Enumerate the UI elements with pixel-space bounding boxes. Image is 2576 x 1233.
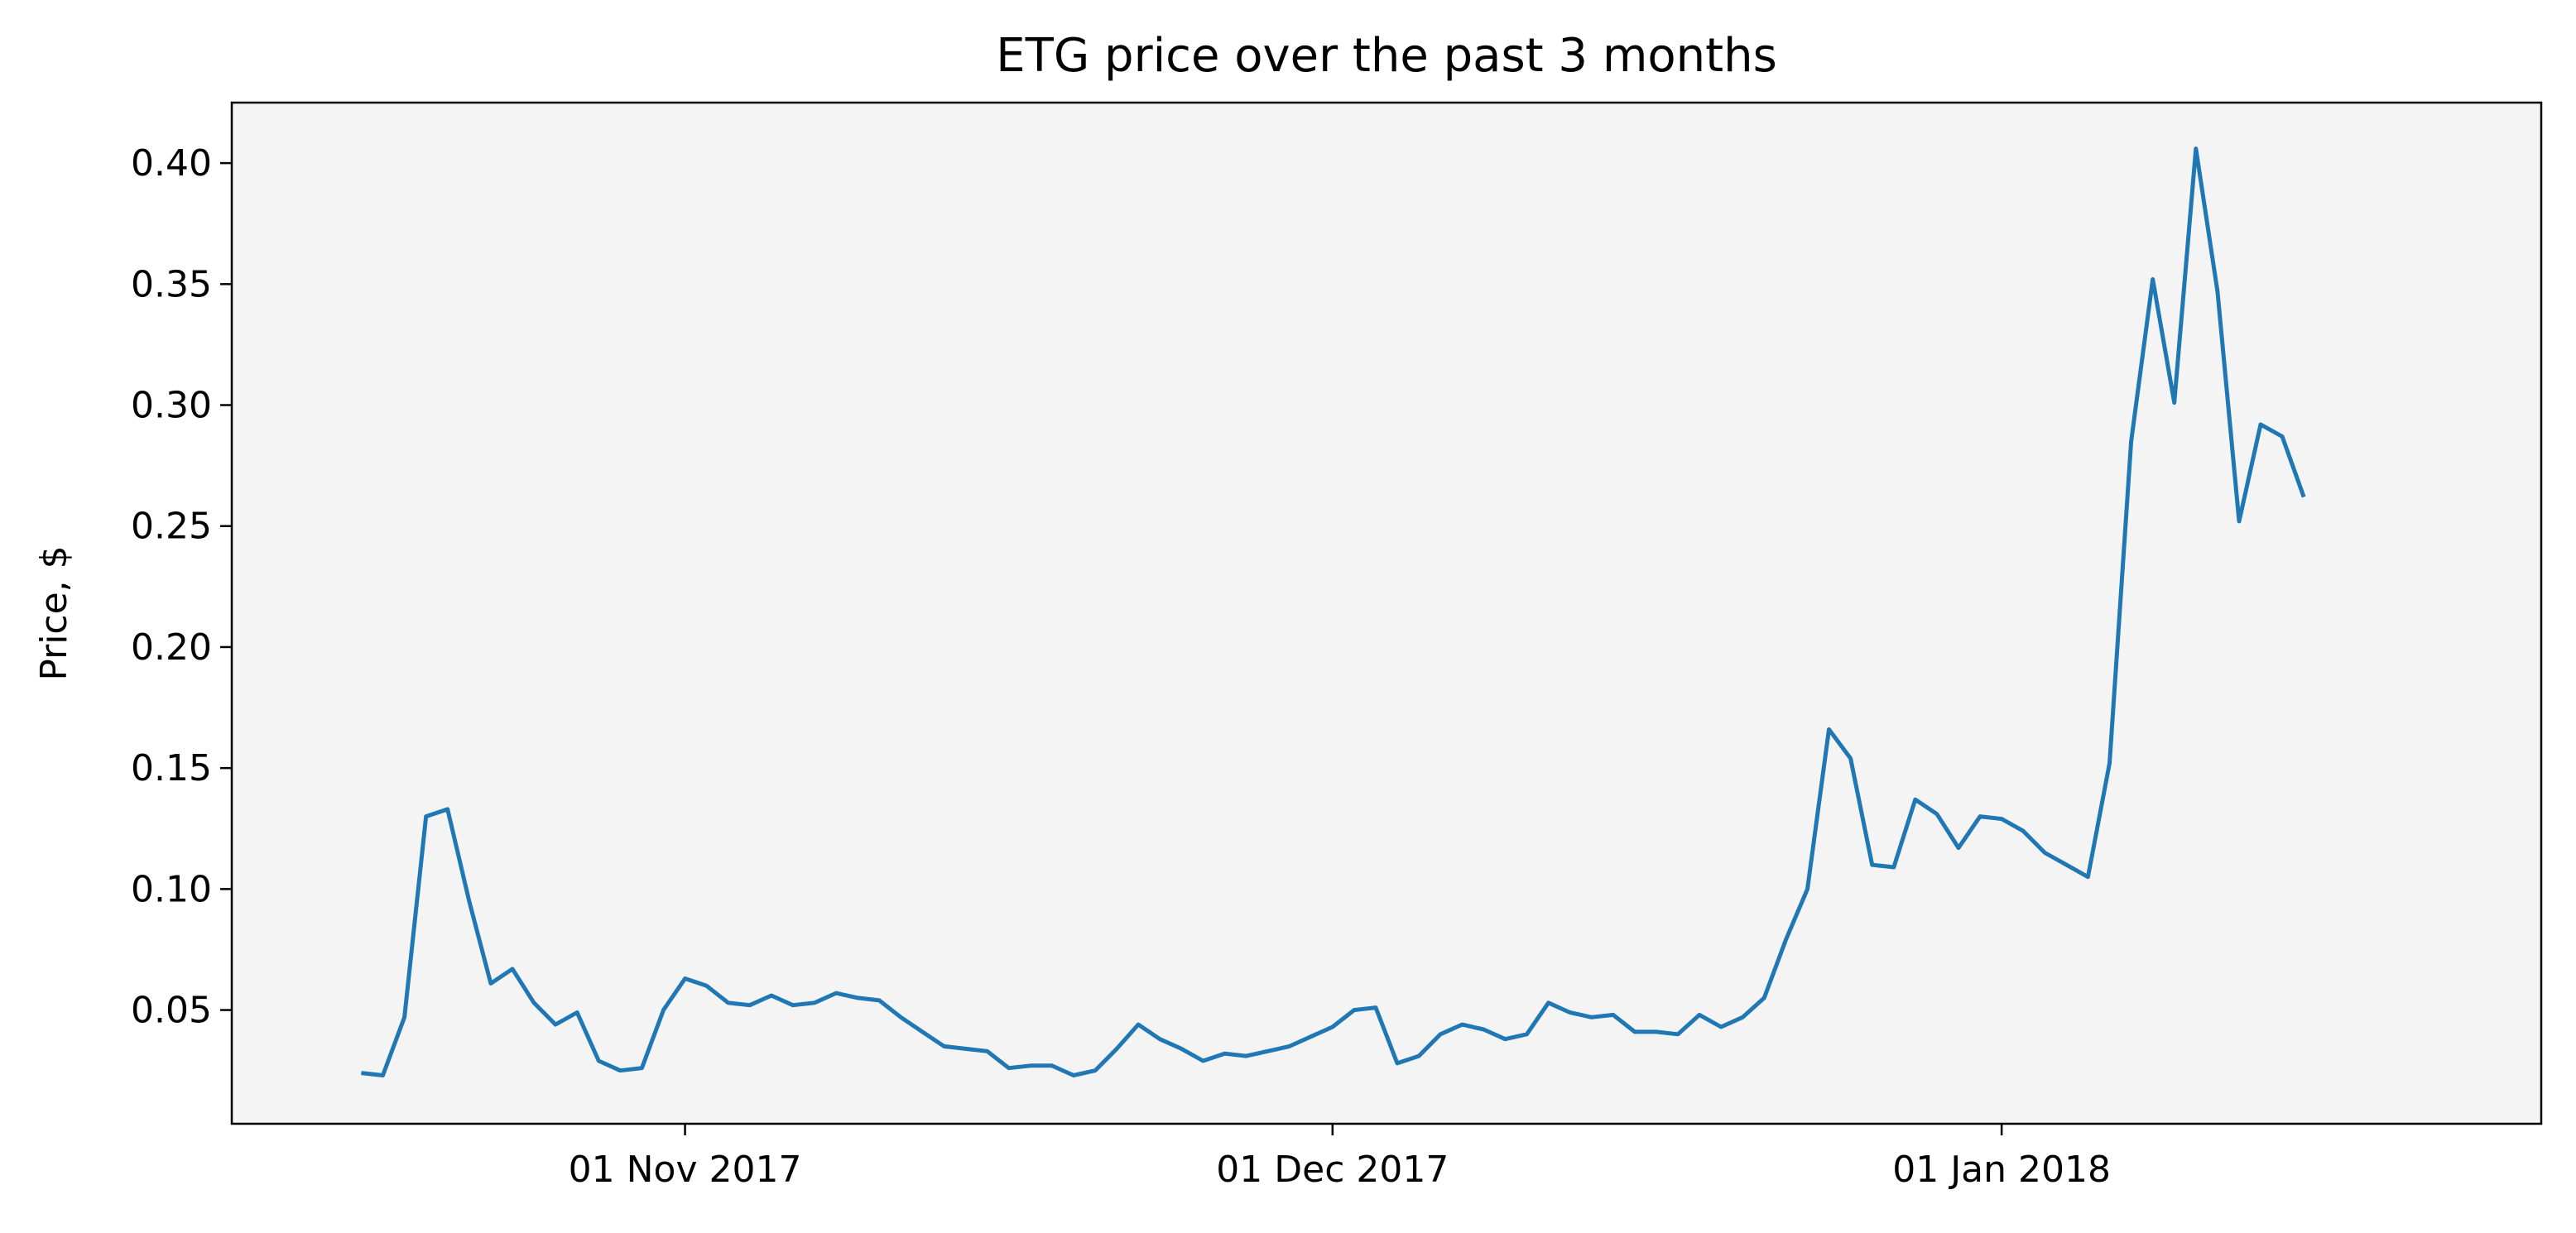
y-tick-label: 0.15 <box>131 747 212 789</box>
x-tick-label: 01 Jan 2018 <box>1892 1149 2111 1191</box>
y-tick-label: 0.25 <box>131 506 212 548</box>
y-tick-label: 0.20 <box>131 626 212 669</box>
y-axis-label: Price, $ <box>33 545 75 680</box>
series-line-group <box>361 146 2306 1077</box>
plot-frame <box>230 101 2543 1125</box>
y-tick-label: 0.30 <box>131 385 212 427</box>
series-line-0 <box>361 146 2306 1077</box>
plot-background <box>232 103 2541 1124</box>
x-axis: 01 Nov 2017 01 Dec 2017 01 Jan 2018 <box>569 1124 2111 1191</box>
y-tick-label: 0.05 <box>131 990 212 1032</box>
y-tick-label: 0.35 <box>131 263 212 305</box>
x-tick-label: 01 Nov 2017 <box>569 1149 802 1191</box>
y-axis: 0.05 0.10 0.15 0.20 0.25 0.30 0.35 0.40 <box>131 142 232 1032</box>
x-tick-label: 01 Dec 2017 <box>1216 1149 1449 1191</box>
y-tick-label: 0.40 <box>131 142 212 185</box>
y-tick-label: 0.10 <box>131 868 212 910</box>
chart-title: ETG price over the past 3 months <box>996 29 1777 83</box>
